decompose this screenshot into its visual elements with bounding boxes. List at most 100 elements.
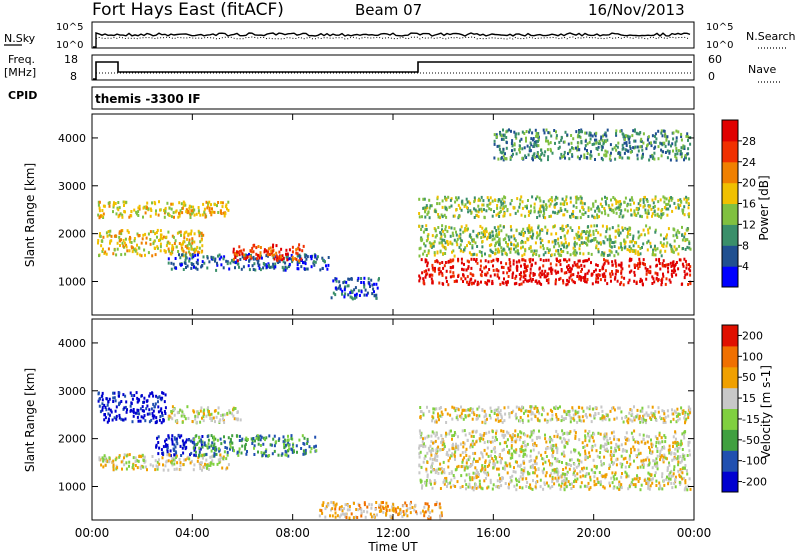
power-cell <box>584 259 587 263</box>
velocity-cell <box>136 459 139 463</box>
velocity-cell <box>609 484 611 488</box>
power-cell <box>520 274 523 278</box>
power-cell <box>98 206 101 210</box>
power-cell <box>421 215 423 219</box>
power-cell <box>502 271 505 275</box>
velocity-cell <box>282 440 285 444</box>
power-cell <box>524 240 527 244</box>
velocity-cell <box>486 446 489 450</box>
velocity-cell <box>434 439 437 443</box>
power-cell <box>440 232 443 236</box>
power-cell <box>314 254 317 258</box>
power-cell <box>274 265 277 269</box>
power-cell <box>480 195 483 199</box>
power-cell <box>493 210 495 213</box>
power-cell <box>568 150 571 154</box>
velocity-cell <box>440 434 443 438</box>
power-cell <box>184 256 187 259</box>
power-cell <box>639 199 642 203</box>
velocity-cell <box>546 446 549 450</box>
velocity-cell <box>304 448 307 452</box>
power-cell <box>599 241 602 245</box>
power-cell <box>502 247 505 251</box>
power-cell <box>472 281 475 285</box>
power-cell <box>665 263 668 267</box>
velocity-cell <box>152 402 155 406</box>
velocity-cell <box>182 443 185 447</box>
velocity-cell <box>519 435 522 439</box>
power-cell <box>422 279 425 283</box>
velocity-cell <box>174 445 177 449</box>
power-cell <box>677 198 680 202</box>
power-cell <box>596 147 599 151</box>
velocity-cell <box>259 434 262 438</box>
power-cell <box>591 134 594 138</box>
power-cell <box>418 279 421 283</box>
velocity-cell <box>492 447 495 451</box>
velocity-cell <box>441 443 444 447</box>
velocity-cell <box>142 409 145 413</box>
velocity-cell <box>538 436 541 440</box>
velocity-cell <box>613 435 616 439</box>
power-cell <box>207 201 210 205</box>
power-cell <box>483 230 486 234</box>
power-cell <box>241 252 244 256</box>
power-cell <box>196 258 199 262</box>
power-cell <box>683 235 686 239</box>
velocity-cell <box>625 449 628 453</box>
velocity-cell <box>601 475 604 479</box>
velocity-cell <box>576 472 579 476</box>
power-cell <box>451 274 454 278</box>
power-cell <box>102 235 105 239</box>
power-cell <box>473 196 476 200</box>
velocity-cell <box>98 397 101 401</box>
velocity-cell <box>583 445 586 449</box>
velocity-cell <box>152 416 155 420</box>
velocity-cell <box>315 444 317 448</box>
power-cell <box>558 277 561 281</box>
power-cell <box>446 229 449 233</box>
velocity-cell <box>627 487 630 491</box>
power-cell <box>504 237 507 241</box>
power-cell <box>482 203 485 207</box>
velocity-cell <box>502 466 505 470</box>
power-cell <box>620 265 623 269</box>
velocity-cell <box>244 438 247 442</box>
velocity-cell <box>524 452 527 456</box>
velocity-cell <box>474 451 477 455</box>
power-cell <box>578 277 581 281</box>
power-cell <box>614 157 617 161</box>
velocity-cell <box>500 429 503 433</box>
power-cell <box>559 263 562 267</box>
velocity-cell <box>442 480 445 484</box>
power-cell <box>159 245 162 249</box>
power-cell <box>332 279 335 283</box>
power-cell <box>673 264 676 268</box>
power-cell <box>678 231 681 235</box>
velocity-cell <box>198 412 200 416</box>
velocity-cell <box>567 480 570 484</box>
velocity-cell <box>669 477 672 481</box>
velocity-cell <box>648 446 651 449</box>
power-cell <box>168 241 171 245</box>
power-cell <box>583 264 586 268</box>
n-sky-tick-bottom: 10^0 <box>56 40 83 51</box>
power-cell <box>180 253 183 257</box>
power-cell <box>542 259 545 263</box>
velocity-cell <box>522 454 525 458</box>
power-cell <box>484 252 486 256</box>
velocity-cell <box>175 467 178 471</box>
power-cell <box>208 200 211 204</box>
power-cell <box>675 146 678 150</box>
power-cell <box>572 210 575 213</box>
power-cell <box>555 136 558 140</box>
power-cell <box>573 244 576 248</box>
velocity-cell <box>146 468 148 472</box>
power-cell <box>662 245 665 248</box>
power-cell <box>654 134 656 138</box>
power-cell <box>520 282 523 286</box>
power-cell <box>596 224 598 228</box>
power-cell <box>685 134 688 138</box>
power-cell <box>659 233 662 237</box>
velocity-cell <box>491 430 494 434</box>
